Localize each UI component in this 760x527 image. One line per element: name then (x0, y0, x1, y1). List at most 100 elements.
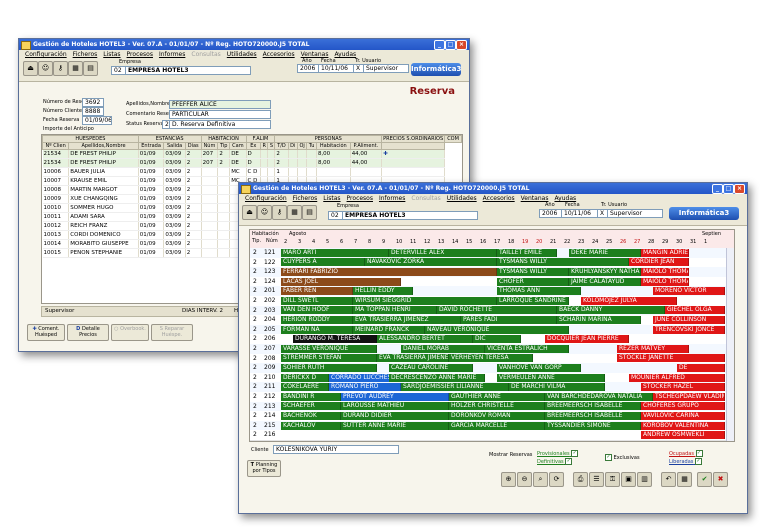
people-icon[interactable]: ☺ (38, 61, 53, 76)
menu-item[interactable]: Ayudas (334, 51, 357, 58)
menu-item[interactable]: Ayudas (554, 195, 577, 202)
ocupadas-checkbox[interactable]: ✓ (695, 450, 703, 457)
booking-bar[interactable]: DETERVILLE ALEX (389, 248, 497, 257)
menu-item[interactable]: Utilidades (226, 51, 257, 58)
menu-item[interactable]: Listas (103, 51, 121, 58)
grid-scrollbar[interactable] (726, 248, 734, 441)
menu-item[interactable]: Accesorios (262, 51, 295, 58)
planning-por-tipos-button[interactable]: T Planning por Tipos (247, 460, 281, 477)
cliente-field[interactable]: KOLESNIKOVA YURIY (273, 445, 399, 454)
chart-icon[interactable]: ▥ (637, 472, 652, 487)
booking-bar[interactable]: ANDREW OSMWEKLI (641, 431, 725, 440)
close-button[interactable]: × (456, 40, 467, 50)
booking-bar[interactable]: MOUNIER ALFRED (629, 373, 725, 382)
table-row[interactable]: 21534 DE FREST PHILIP 01/09 03/09 2 207 2 DE D 2 8… (42, 149, 462, 159)
booking-bar[interactable]: KOLOMOJEZ JULYA (581, 296, 677, 305)
booking-bar[interactable]: FERRARI FABRIZIO (281, 268, 497, 276)
booking-bar[interactable]: NAVEAU VERONIQUE (425, 325, 569, 334)
cancel-icon[interactable]: ✖ (713, 472, 728, 487)
overbook-button[interactable]: ○ Overbook. (111, 324, 149, 341)
booking-bar[interactable]: MORENO VICTOR (653, 287, 725, 296)
exit-icon[interactable]: ⏏ (23, 61, 38, 76)
booking-bar[interactable]: DORONKOV ROMAN (449, 412, 545, 420)
booking-bar[interactable]: BACHENOK (281, 412, 341, 420)
menu-item[interactable]: Accesorios (482, 195, 515, 202)
booking-bar[interactable]: LAROUSSE MATHIEU (341, 402, 449, 411)
booking-bar[interactable]: MANGIN ADRIEN (641, 248, 689, 257)
close-button[interactable]: × (734, 184, 745, 194)
booking-bar[interactable]: STOCKLE JANETTE (617, 354, 725, 363)
booking-bar[interactable]: CAZEAU CAROLINE (389, 364, 473, 372)
booking-bar[interactable]: TSCHEGPDAEW VLADIMIR (653, 392, 725, 401)
menu-item[interactable]: Procesos (126, 51, 153, 58)
table-row[interactable]: 21534 DE FREST PHILIP 01/09 03/09 2 207 2 DE D 2 8… (42, 158, 462, 168)
booking-bar[interactable]: TYSMANS WILLY (497, 268, 569, 276)
list-icon[interactable]: ☰ (589, 472, 604, 487)
room-icon[interactable]: ▣ (621, 472, 636, 487)
booking-bar[interactable]: KACHALOV (281, 421, 341, 430)
search-icon[interactable]: ⌕ (533, 472, 548, 487)
minimize-button[interactable]: _ (712, 184, 723, 194)
booking-bar[interactable]: THOMAS ANN (497, 287, 581, 296)
menu-item[interactable]: Informes (378, 195, 406, 202)
booking-bar[interactable]: DIC (473, 335, 521, 344)
booking-bar[interactable]: DURAND DIDIER (341, 412, 449, 420)
booking-bar[interactable]: GAUTHIER ANNE (449, 392, 545, 401)
status-field[interactable]: D. Reserva Definitiva (169, 120, 271, 129)
booking-bar[interactable]: HERION RODDY (281, 316, 353, 324)
booking-bar[interactable]: SUTTER ANNE MARIE (341, 421, 449, 430)
booking-bar[interactable]: BREEMEERSCH ISABELLE (545, 402, 641, 411)
booking-bar[interactable]: VARASSE VERONIQUE (281, 344, 377, 353)
booking-bar[interactable]: DE MARCHI VILMA (509, 383, 605, 392)
keys-icon[interactable]: ⚷ (53, 61, 68, 76)
booking-bar[interactable]: GIECHEL OLGA (665, 306, 725, 315)
booking-bar[interactable]: DERICKX D (281, 373, 329, 382)
calc-icon[interactable]: ▤ (83, 61, 98, 76)
menu-item[interactable]: Configuración (245, 195, 287, 202)
menu-item[interactable]: Consultas (411, 195, 441, 202)
maximize-button[interactable]: □ (445, 40, 456, 50)
booking-bar[interactable]: EVA TRASIERRA JIMENEZ (377, 354, 449, 363)
booking-bar[interactable]: REZER MATVEY (617, 344, 689, 353)
num-reserva-field[interactable]: 3692 (82, 98, 104, 107)
booking-bar[interactable]: BREEMEERSCH ISABELLE (545, 412, 641, 420)
booking-bar[interactable]: LACAS JOEL (281, 277, 401, 286)
zoom-out-icon[interactable]: ⊖ (517, 472, 532, 487)
booking-bar[interactable]: MAIOLO THOMAS (641, 277, 689, 286)
menu-item[interactable]: Utilidades (446, 195, 477, 202)
calc-icon[interactable]: ▤ (302, 205, 317, 220)
reparar-huesped-button[interactable]: S Reparar Huéspe. (151, 324, 193, 341)
booking-bar[interactable]: JUNE COLLINSON (653, 316, 725, 324)
provisionales-checkbox[interactable]: ✓ (571, 450, 579, 457)
booking-bar[interactable]: CHOFER (497, 277, 569, 286)
back-icon[interactable]: ↶ (661, 472, 676, 487)
maximize-button[interactable]: □ (723, 184, 734, 194)
booking-bar[interactable]: BANDINI R (281, 392, 341, 401)
booking-bar[interactable]: CHOFERES GRUPO (641, 402, 725, 411)
menu-item[interactable]: Ficheros (292, 195, 318, 202)
booking-bar[interactable]: TYSSANDIER SIMONE (545, 421, 641, 430)
menu-item[interactable]: Ficheros (72, 51, 98, 58)
booking-bar[interactable]: FABER REN (281, 287, 353, 296)
menu-item[interactable]: Configuración (25, 51, 67, 58)
booking-bar[interactable]: ALESSANDRO BERTET (377, 335, 473, 344)
booking-bar[interactable]: SCHARIN MARINA (557, 316, 641, 324)
booking-bar[interactable]: DILL SWETL (281, 296, 353, 305)
booking-bar[interactable]: HELLIN EDDY (353, 287, 413, 296)
booking-bar[interactable]: VERMEULEN ANNE (497, 373, 605, 382)
booking-bar[interactable]: COKELAERE (281, 383, 329, 392)
people-icon[interactable]: ☺ (257, 205, 272, 220)
booking-bar[interactable]: FORMAN NA (281, 325, 353, 334)
booking-bar[interactable]: STOCKER HAZEL (641, 383, 725, 392)
booking-bar[interactable]: CUYPERS A (281, 258, 365, 267)
booking-bar[interactable]: SARDJOEMISSIER LILIANNE (401, 383, 509, 392)
booking-bar[interactable]: WIRSUM SIEGGRID (353, 296, 497, 305)
menu-item[interactable]: Consultas (191, 51, 221, 58)
booking-bar[interactable]: VAN DEN HOOF (281, 306, 353, 315)
booking-bar[interactable]: GARCIA MARCELLE (449, 421, 545, 430)
comentario-field[interactable]: PARTICULAR (169, 110, 271, 119)
booking-bar[interactable]: TAILLET EMILE (497, 248, 557, 257)
booking-bar[interactable]: VAVILOVIC CARINA (641, 412, 725, 420)
num-cliente-field[interactable]: 8888 (82, 107, 104, 116)
grid-icon[interactable]: ▦ (677, 472, 692, 487)
